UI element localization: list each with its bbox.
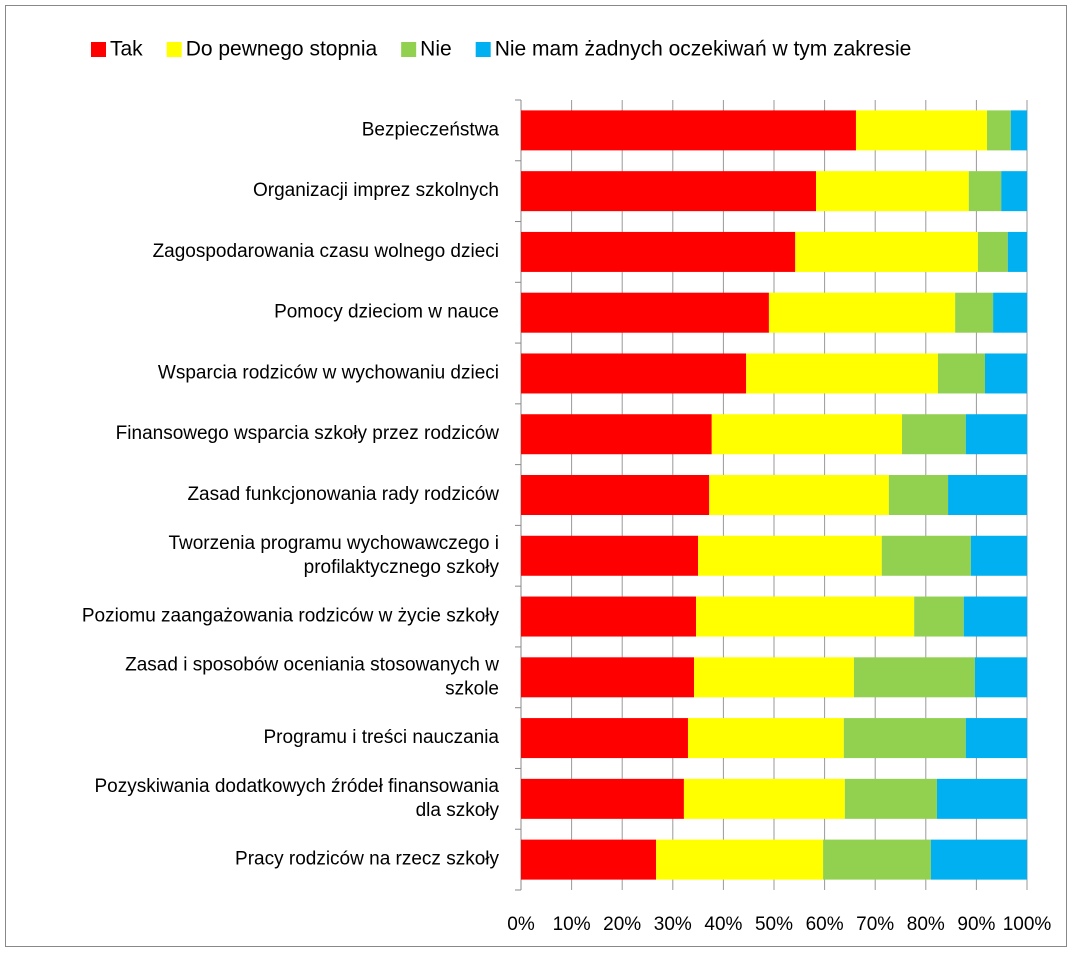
bar-segment: [521, 171, 816, 212]
bar-segment: [521, 718, 688, 759]
bar-segment: [987, 110, 1011, 151]
bar-segment: [970, 535, 1027, 576]
bar-segment: [521, 292, 769, 333]
bar-segment: [746, 353, 938, 394]
bar-segment: [521, 110, 856, 151]
bar-segment: [855, 110, 988, 151]
bar-segment: [888, 475, 949, 515]
y-tick-label: Tworzenia programu wychowawczego i profil…: [168, 533, 499, 578]
legend-swatch: [166, 42, 182, 57]
bar-segment: [521, 596, 697, 637]
bar-segment: [948, 475, 1027, 515]
bar-segment: [1007, 231, 1027, 272]
x-tick-label: 80%: [907, 914, 945, 935]
bar-segment: [843, 718, 966, 759]
bar-segment: [930, 839, 1027, 880]
x-tick-label: 30%: [654, 914, 692, 935]
bar-segment: [698, 535, 882, 576]
bar-segment: [521, 778, 684, 819]
bar-segment: [963, 596, 1027, 637]
x-tick-label: 20%: [603, 914, 641, 935]
y-tick-label: Zagospodarowania czasu wolnego dzieci: [153, 241, 499, 262]
bar-segment: [521, 231, 796, 272]
legend-swatch: [401, 42, 417, 57]
legend-swatch: [91, 42, 106, 57]
bar-segment: [881, 535, 971, 576]
y-tick-label: Poziomu zaangażowania rodziców w życie s…: [82, 606, 500, 627]
bar-segment: [711, 414, 903, 455]
bar-segment: [521, 535, 699, 576]
bar-segment: [694, 657, 854, 698]
y-tick-label: Programu i treści nauczania: [264, 727, 500, 748]
y-tick-label: Bezpieczeństwa: [362, 119, 500, 140]
y-tick-label: Pracy rodziców na rzecz szkoły: [235, 849, 499, 870]
bar-segment: [683, 778, 845, 819]
bar-segment: [521, 414, 712, 455]
x-tick-label: 70%: [856, 914, 894, 935]
bar-segment: [1001, 171, 1027, 212]
x-tick-label: 50%: [755, 914, 793, 935]
legend-label: Nie: [420, 38, 452, 61]
x-tick-label: 10%: [553, 914, 591, 935]
bar-segment: [914, 596, 964, 637]
bar-segment: [993, 292, 1027, 333]
bar-segment: [656, 839, 824, 880]
x-tick-label: 90%: [957, 914, 995, 935]
x-tick-label: 100%: [1003, 914, 1052, 935]
x-tick-label: 0%: [507, 914, 535, 935]
bar-segment: [965, 718, 1027, 759]
bar-segment: [844, 778, 937, 819]
bar-segment: [937, 353, 986, 394]
bar-segment: [687, 718, 844, 759]
y-tick-label: Pomocy dzieciom w nauce: [274, 302, 499, 323]
bar-segment: [823, 839, 931, 880]
bar-segment: [521, 657, 695, 698]
bar-segment: [902, 414, 966, 455]
y-tick-label: Finansowego wsparcia szkoły przez rodzic…: [116, 423, 500, 444]
legend-label: Do pewnego stopnia: [186, 38, 378, 61]
bar-segment: [965, 414, 1027, 455]
bar-segment: [985, 353, 1027, 394]
y-tick-label: Pozyskiwania dodatkowych źródeł finansow…: [94, 776, 499, 821]
bar-segment: [977, 231, 1008, 272]
bar-segment: [936, 778, 1027, 819]
bar-segment: [968, 171, 1002, 212]
bar-segment: [521, 475, 710, 515]
y-tick-label: Zasad i sposobów oceniania stosowanych w…: [125, 654, 499, 699]
bar-segment: [1010, 110, 1027, 151]
bar-segment: [955, 292, 994, 333]
y-tick-label: Wsparcia rodziców w wychowaniu dzieci: [158, 362, 499, 383]
bar-segment: [696, 596, 915, 637]
bar-segment: [974, 657, 1027, 698]
bar-segment: [815, 171, 969, 212]
bar-segment: [795, 231, 978, 272]
y-tick-label: Organizacji imprez szkolnych: [253, 180, 499, 201]
x-tick-label: 40%: [704, 914, 742, 935]
bar-segment: [521, 353, 747, 394]
legend-swatch: [475, 42, 491, 57]
bar-segment: [853, 657, 975, 698]
bar-segment: [709, 475, 889, 515]
y-tick-label: Zasad funkcjonowania rady rodziców: [187, 484, 499, 505]
bar-segment: [521, 839, 657, 880]
bar-segment: [768, 292, 956, 333]
x-tick-label: 60%: [806, 914, 844, 935]
legend-label: Tak: [110, 38, 143, 61]
legend-label: Nie mam żadnych oczekiwań w tym zakresie: [495, 38, 912, 61]
